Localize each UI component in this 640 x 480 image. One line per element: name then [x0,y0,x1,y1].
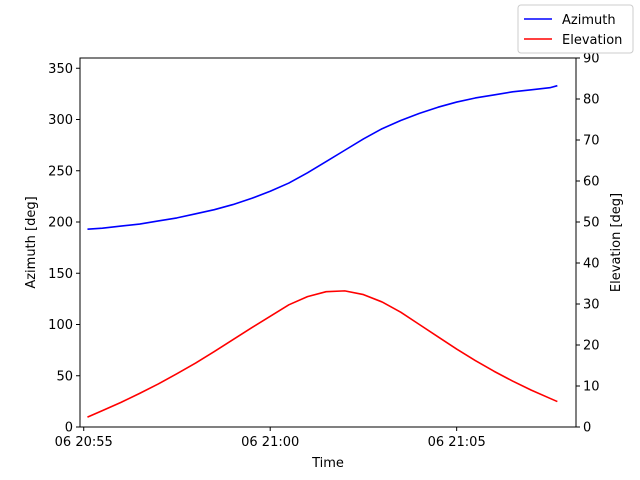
left-axis-tick-label: 150 [48,267,73,282]
right-y-axis-label: Elevation [deg] [609,193,624,292]
right-axis-tick-label: 50 [583,216,600,231]
left-axis-tick-label: 350 [48,62,73,77]
left-axis-tick-label: 200 [48,216,73,231]
x-axis-tick-label: 06 21:00 [241,435,299,450]
x-axis-tick-label: 06 21:05 [428,435,486,450]
right-axis-tick-label: 80 [583,93,600,108]
right-axis-tick-label: 0 [583,421,591,436]
bottom-axis: 06 20:55 06 21:00 06 21:05 [55,427,486,450]
right-axis-tick-label: 20 [583,339,600,354]
right-axis-tick-label: 70 [583,134,600,149]
legend-label-azimuth: Azimuth [562,13,616,28]
plot-area [80,58,576,427]
x-axis-label: Time [311,456,344,471]
series-layer [87,84,558,418]
left-axis-tick-label: 300 [48,113,73,128]
left-y-axis-label: Azimuth [deg] [24,196,39,288]
right-axis-tick-label: 30 [583,298,600,313]
legend-label-elevation: Elevation [562,33,622,48]
right-axis-tick-label: 40 [583,257,600,272]
series-line-elevation [87,290,558,418]
left-axis-tick-label: 0 [65,421,73,436]
left-axis-tick-label: 50 [56,369,73,384]
series-line-azimuth [87,84,558,230]
legend: Azimuth Elevation [517,4,634,54]
left-axis-tick-label: 250 [48,164,73,179]
right-axis-tick-label: 90 [583,52,600,67]
left-axis: 0 50 100 150 200 250 300 350 [48,62,80,436]
plot-frame [79,57,577,428]
x-axis-tick-label: 06 20:55 [55,435,113,450]
legend-box [517,4,634,54]
right-axis-tick-label: 60 [583,175,600,190]
right-axis: 0 10 20 30 40 50 60 70 80 90 [576,52,600,436]
left-axis-tick-label: 100 [48,318,73,333]
right-axis-tick-label: 10 [583,380,600,395]
